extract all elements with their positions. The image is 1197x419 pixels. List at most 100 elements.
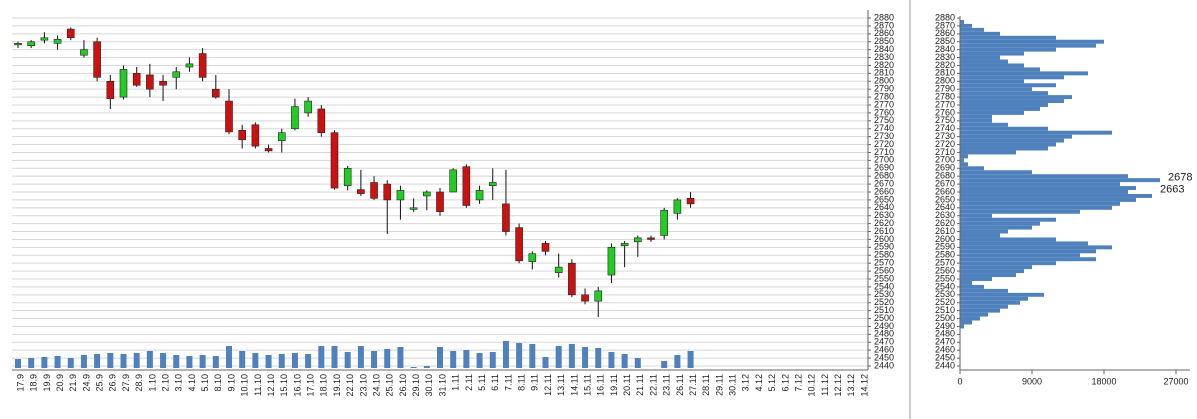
y-tick-label: 2480 [935, 329, 955, 339]
candle-body [225, 100, 233, 133]
profile-bar [960, 209, 1080, 214]
y-tick-label: 2510 [935, 305, 955, 315]
profile-bar [960, 166, 984, 171]
x-tick-label: 2.10 [160, 374, 170, 392]
profile-bar [960, 19, 964, 24]
x-tick-label: 12.12 [833, 374, 843, 397]
x-tick-label: 9.10 [226, 374, 236, 392]
candle-body [343, 167, 352, 186]
candle-body [488, 182, 497, 186]
candle-body [620, 243, 629, 247]
volume-bar [555, 346, 562, 368]
profile-bar [960, 39, 1104, 44]
x-tick-label: 10.10 [240, 374, 250, 397]
candle-body [304, 100, 312, 114]
annotation: 2663 [1160, 184, 1184, 196]
x-tick-label: 23.10 [358, 374, 368, 397]
x-tick-label: 13.12 [846, 374, 856, 397]
candle-body [660, 209, 668, 236]
profile-bar [960, 122, 1008, 127]
x-tick-label: 10.12 [807, 374, 817, 397]
y-tick-label: 2830 [874, 52, 894, 62]
x-tick-label: 1.10 [147, 374, 157, 392]
y-tick-label: 2810 [935, 68, 955, 78]
x-tick-label: 15.11 [582, 374, 592, 396]
profile-bar [960, 55, 1000, 60]
y-tick-label: 2610 [874, 226, 894, 236]
y-tick-label: 2810 [874, 68, 894, 78]
y-tick-label: 2790 [935, 84, 955, 94]
y-tick-label: 2740 [935, 123, 955, 133]
y-tick-label: 2630 [874, 210, 894, 220]
y-tick-label: 2760 [935, 107, 955, 117]
volume-bar [463, 350, 470, 368]
x-tick-label: 18.9 [29, 374, 39, 392]
x-tick-label: 27.11 [688, 374, 698, 396]
candle-body [647, 237, 655, 240]
x-tick-label: 17.9 [15, 374, 25, 392]
volume-bar [67, 358, 74, 368]
profile-bar [960, 51, 1024, 56]
candle-body [291, 106, 299, 130]
volume-bar [160, 353, 167, 368]
x-tick-label: 19.10 [332, 374, 342, 397]
profile-bar [960, 182, 1120, 187]
y-tick-label: 2850 [935, 36, 955, 46]
candle-body [80, 49, 88, 56]
profile-bar [960, 253, 1080, 258]
volume-bar [173, 355, 180, 368]
profile-bar [960, 265, 1032, 270]
profile-bar [960, 213, 992, 218]
y-tick-label: 2470 [935, 337, 955, 347]
y-tick-label: 2640 [874, 202, 894, 212]
candle-body [528, 253, 537, 262]
y-tick-label: 2870 [935, 20, 955, 30]
y-tick-label: 2690 [935, 163, 955, 173]
volume-bar [120, 354, 127, 368]
y-tick-label: 2860 [874, 28, 894, 38]
profile-bar [960, 110, 1024, 115]
volume-bar [239, 351, 246, 368]
candle-body [541, 243, 550, 252]
profile-bar [960, 154, 968, 159]
y-tick-label: 2730 [874, 131, 894, 141]
volume-bar [568, 344, 575, 368]
x-tick-label: 22.11 [648, 374, 658, 396]
x-tick-label: 2.11 [464, 374, 474, 391]
candle-body [449, 169, 457, 193]
volume-bar [476, 353, 483, 368]
profile-bar [960, 261, 1056, 266]
y-tick-label: 2720 [935, 139, 955, 149]
y-tick-label: 2580 [935, 250, 955, 260]
volume-bar [199, 355, 206, 368]
y-tick-label: 2730 [935, 131, 955, 141]
volume-bar [146, 351, 153, 368]
profile-bar [960, 197, 1136, 202]
x-tick-label: 27000 [1163, 376, 1188, 386]
y-tick-label: 2820 [874, 60, 894, 70]
candle-body [330, 132, 339, 189]
profile-bar [960, 142, 1056, 147]
y-tick-label: 2820 [935, 60, 955, 70]
y-tick-label: 2590 [935, 242, 955, 252]
x-tick-label: 3.10 [174, 374, 184, 392]
x-tick-label: 17.10 [306, 374, 316, 397]
y-tick-label: 2460 [874, 345, 894, 355]
x-tick-label: 3.12 [741, 374, 751, 392]
volume-bar [450, 351, 457, 368]
y-tick-label: 2500 [874, 313, 894, 323]
y-tick-label: 2710 [935, 147, 955, 157]
x-tick-label: 23.11 [662, 374, 672, 396]
volume-bar [54, 356, 61, 368]
candle-body [581, 294, 589, 302]
y-tick-label: 2670 [874, 178, 894, 188]
volume-bar [502, 341, 509, 368]
candle-body [251, 124, 260, 147]
y-tick-label: 2780 [935, 91, 955, 101]
candle-body [396, 190, 405, 201]
x-tick-label: 4.12 [754, 374, 764, 392]
y-tick-label: 2750 [874, 115, 894, 125]
y-tick-label: 2650 [874, 194, 894, 204]
profile-bar [960, 95, 1072, 100]
